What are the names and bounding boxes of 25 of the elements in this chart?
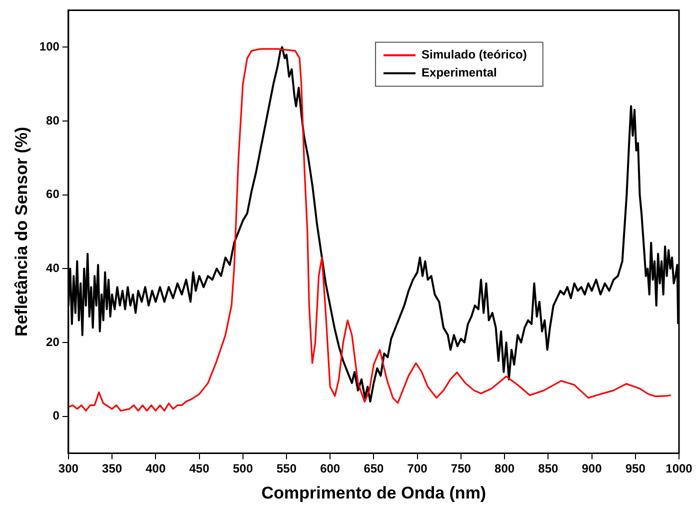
legend-label: Experimental (422, 66, 497, 80)
x-tick-label: 850 (538, 462, 558, 476)
y-tick-label: 60 (46, 187, 60, 202)
y-tick-label: 100 (39, 39, 60, 54)
x-tick-label: 700 (407, 462, 428, 476)
x-tick-label: 950 (625, 462, 646, 476)
x-tick-label: 550 (276, 462, 297, 476)
y-tick-label: 0 (52, 408, 60, 423)
x-tick-label: 350 (102, 462, 122, 476)
y-tick-label: 20 (46, 334, 60, 349)
x-tick-label: 800 (494, 462, 515, 476)
legend-label: Simulado (teórico) (422, 48, 527, 62)
x-tick-label: 650 (364, 462, 384, 476)
y-axis-title: Refletância do Sensor (%) (12, 126, 31, 337)
x-tick-label: 400 (146, 462, 166, 476)
x-tick-label: 450 (189, 462, 210, 476)
x-tick-label: 600 (320, 462, 340, 476)
y-tick-label: 80 (46, 113, 60, 128)
y-tick-label: 40 (46, 260, 60, 275)
x-axis-title: Comprimento de Onda (nm) (261, 483, 486, 502)
x-tick-label: 500 (232, 462, 254, 476)
x-tick-label: 900 (582, 462, 602, 476)
x-tick-label: 300 (58, 462, 79, 476)
x-tick-label: 1000 (666, 462, 693, 476)
x-tick-label: 750 (450, 462, 472, 476)
